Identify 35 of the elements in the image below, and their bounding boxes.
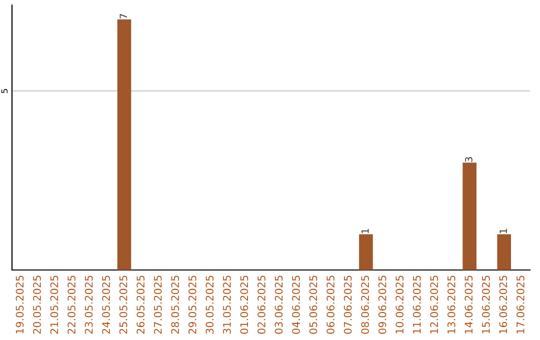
x-tick-label: 07.06.2025 [344,276,352,334]
x-tick-label: 04.06.2025 [292,276,300,334]
x-tick-label: 16.06.2025 [499,276,508,334]
x-tick-label: 23.05.2025 [84,276,93,334]
x-tick-label: 20.05.2025 [33,276,41,334]
x-tick-label: 28.05.2025 [171,276,180,334]
x-tick-label: 05.06.2025 [309,276,318,334]
x-tick-label: 29.05.2025 [188,276,196,334]
x-tick-label: 12.06.2025 [430,276,438,334]
x-tick-label: 13.06.2025 [447,276,456,334]
x-tick-label: 27.05.2025 [154,276,162,334]
data-label: 1 [500,228,507,234]
data-label: 7 [120,14,127,19]
x-tick-label: 10.06.2025 [396,276,404,334]
x-tick-label: 21.05.2025 [50,276,58,334]
x-tick-label: 26.05.2025 [136,276,145,334]
x-tick-label: 19.05.2025 [16,276,24,334]
x-tick-label: 31.05.2025 [222,276,231,334]
x-tick-label: 09.06.2025 [378,276,386,334]
x-tick-label: 03.06.2025 [274,276,283,334]
x-tick-label: 06.06.2025 [326,276,334,334]
x-tick-label: 22.05.2025 [68,276,76,334]
x-tick-label: 24.05.2025 [102,276,110,334]
x-tick-label: 25.05.2025 [119,276,128,334]
x-tick-label: 15.06.2025 [482,276,490,334]
y-tick-label: 5 [1,89,8,93]
data-label: 3 [465,157,472,162]
data-label: 1 [362,228,369,234]
x-tick-label: 11.06.2025 [412,276,421,334]
x-tick-label: 17.06.2025 [516,276,524,334]
x-tick-label: 01.06.2025 [240,276,248,334]
x-tick-label: 14.06.2025 [464,276,473,334]
x-tick-label: 30.05.2025 [206,276,214,334]
x-tick-label: 02.06.2025 [258,276,266,334]
x-tick-label: 08.06.2025 [361,276,369,334]
